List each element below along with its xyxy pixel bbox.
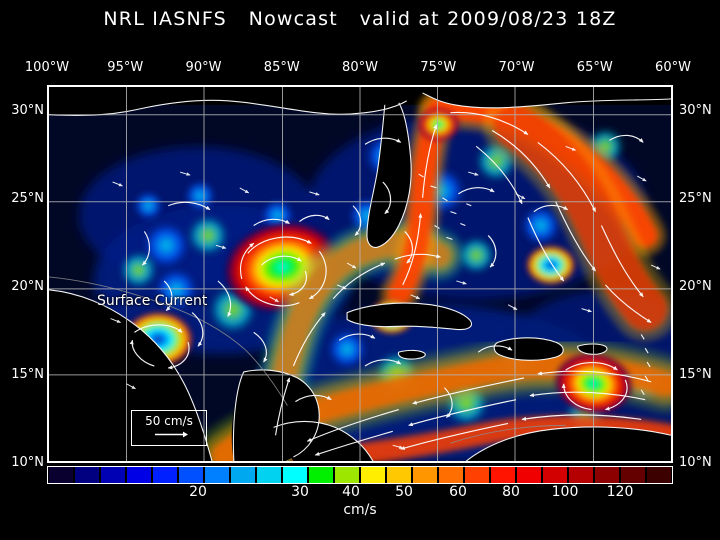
colorbar-swatch bbox=[152, 467, 178, 483]
y-tick-label: 25°N bbox=[679, 191, 712, 207]
colorbar-swatch bbox=[230, 467, 256, 483]
colorbar-swatch bbox=[308, 467, 334, 483]
surface-current-label: Surface Current bbox=[97, 293, 208, 309]
colorbar-unit-label: cm/s bbox=[343, 502, 377, 518]
colorbar-tick-label: 40 bbox=[342, 484, 360, 500]
x-tick-label: 65°W bbox=[576, 60, 613, 75]
colorbar-tick-label: 120 bbox=[606, 484, 634, 500]
colorbar-swatch bbox=[126, 467, 152, 483]
y-tick-label: 25°N bbox=[11, 191, 44, 207]
colorbar-tick-label: 20 bbox=[189, 484, 207, 500]
y-tick-label: 10°N bbox=[679, 455, 712, 470]
y-tick-label: 30°N bbox=[11, 103, 44, 119]
colorbar-swatch bbox=[386, 467, 412, 483]
colorbar-swatch bbox=[412, 467, 438, 483]
colorbar-swatch bbox=[464, 467, 490, 483]
y-tick-label: 10°N bbox=[11, 455, 44, 470]
colorbar-swatch bbox=[438, 467, 464, 483]
political-border bbox=[49, 276, 566, 444]
colorbar-tick-label: 100 bbox=[551, 484, 579, 500]
velocity-vectors-weak bbox=[110, 145, 661, 449]
colorbar-swatch bbox=[360, 467, 386, 483]
right-arrow-icon bbox=[155, 431, 188, 438]
x-tick-label: 60°W bbox=[655, 60, 691, 75]
colorbar-swatch bbox=[282, 467, 308, 483]
y-tick-label: 20°N bbox=[679, 279, 712, 295]
colorbar-swatch bbox=[334, 467, 360, 483]
x-tick-label: 100°W bbox=[24, 60, 70, 75]
page-title: NRL IASNFS Nowcast valid at 2009/08/23 1… bbox=[103, 8, 617, 30]
scale-legend-box: 50 cm/s bbox=[131, 410, 207, 446]
colorbar-swatch bbox=[100, 467, 126, 483]
colorbar-swatch bbox=[620, 467, 646, 483]
x-tick-label: 85°W bbox=[263, 60, 300, 75]
x-tick-label: 75°W bbox=[420, 60, 457, 75]
colorbar-swatch bbox=[490, 467, 516, 483]
y-tick-label: 20°N bbox=[11, 279, 44, 295]
colorbar-tick-label: 50 bbox=[395, 484, 413, 500]
y-tick-label: 15°N bbox=[679, 367, 712, 383]
colorbar-swatch bbox=[568, 467, 594, 483]
colorbar-swatch bbox=[646, 467, 672, 483]
colorbar-tick-label: 30 bbox=[291, 484, 309, 500]
velocity-vectors bbox=[129, 111, 652, 456]
colorbar-swatch bbox=[204, 467, 230, 483]
colorbar[interactable] bbox=[47, 466, 673, 484]
colorbar-swatch bbox=[48, 467, 74, 483]
y-tick-label: 30°N bbox=[679, 103, 712, 119]
current-speed-field bbox=[49, 87, 671, 461]
colorbar-swatch bbox=[178, 467, 204, 483]
coastline bbox=[49, 92, 671, 461]
graticule bbox=[49, 87, 671, 461]
colorbar-tick-label: 60 bbox=[449, 484, 467, 500]
map-panel[interactable]: Surface Current 50 cm/s bbox=[47, 85, 673, 463]
scale-legend-value: 50 cm/s bbox=[145, 414, 193, 428]
x-tick-label: 70°W bbox=[498, 60, 535, 75]
colorbar-swatch bbox=[256, 467, 282, 483]
colorbar-tick-label: 80 bbox=[502, 484, 520, 500]
colorbar-swatch bbox=[74, 467, 100, 483]
x-tick-label: 90°W bbox=[185, 60, 222, 75]
colorbar-swatch bbox=[594, 467, 620, 483]
x-tick-label: 80°W bbox=[342, 60, 378, 75]
colorbar-swatch bbox=[542, 467, 568, 483]
y-tick-label: 15°N bbox=[11, 367, 44, 383]
colorbar-swatch bbox=[516, 467, 542, 483]
x-tick-label: 95°W bbox=[107, 60, 144, 75]
